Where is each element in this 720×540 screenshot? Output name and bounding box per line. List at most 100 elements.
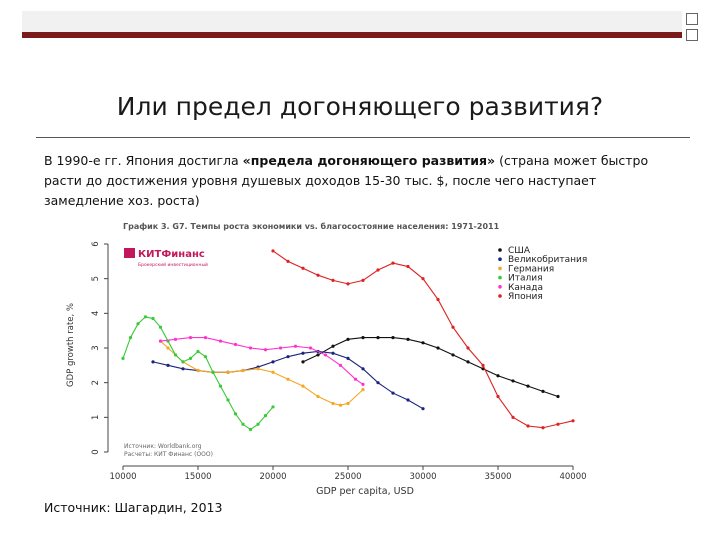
- title-divider: [36, 137, 690, 138]
- series-point: [271, 370, 275, 374]
- x-axis-label: GDP per capita, USD: [316, 486, 414, 497]
- series-point: [526, 384, 530, 388]
- series-point: [241, 368, 245, 373]
- series-point: [316, 394, 320, 399]
- series-point: [128, 336, 133, 340]
- series-point: [436, 297, 440, 302]
- legend-label: Германия: [508, 264, 554, 274]
- series-point: [256, 367, 260, 371]
- series-point: [391, 336, 395, 340]
- series-point: [263, 414, 268, 418]
- series-point: [511, 415, 515, 419]
- series-point: [353, 377, 358, 381]
- series-point: [143, 315, 148, 319]
- series-point: [263, 348, 268, 352]
- series-point: [346, 337, 350, 341]
- series-point: [188, 336, 193, 340]
- series-point: [541, 426, 545, 430]
- series-point: [173, 337, 178, 341]
- series-point: [376, 336, 380, 340]
- series-line: [160, 340, 364, 406]
- chart-note-line-2: Расчеты: КИТ Финанс (ООО): [124, 451, 213, 458]
- series-point: [406, 337, 410, 341]
- paragraph-bold: «предела догоняющего развития»: [242, 153, 496, 168]
- series-point: [316, 273, 320, 277]
- y-tick-label: 5: [91, 276, 101, 281]
- series-point: [301, 360, 305, 364]
- series-point: [233, 412, 238, 416]
- logo-text: КИТФинанс: [138, 249, 205, 260]
- series-point: [526, 424, 530, 428]
- legend-label: США: [508, 246, 531, 256]
- series-point: [196, 368, 200, 373]
- series-point: [301, 266, 305, 270]
- series-point: [451, 353, 455, 357]
- series-point: [361, 367, 365, 371]
- x-tick-label: 25000: [334, 472, 361, 482]
- series-line: [160, 337, 364, 385]
- series-point: [331, 278, 335, 282]
- x-tick-label: 10000: [109, 472, 136, 482]
- corner-square-bottom: [686, 29, 698, 41]
- series-point: [181, 360, 185, 364]
- series-point: [158, 325, 163, 329]
- series-point: [346, 356, 350, 360]
- series-point: [571, 419, 575, 423]
- legend-label: Италия: [508, 274, 543, 284]
- series-point: [241, 422, 245, 426]
- series-point: [196, 349, 200, 354]
- series-point: [331, 344, 335, 348]
- legend-marker: [498, 266, 502, 271]
- series-point: [158, 339, 163, 343]
- series-point: [218, 384, 223, 388]
- series-line: [122, 316, 274, 431]
- series-point: [346, 401, 350, 406]
- series-point: [226, 398, 230, 402]
- series-point: [361, 382, 365, 386]
- series-point: [391, 391, 395, 395]
- y-axis-label: GDP growth rate, %: [66, 303, 76, 387]
- series-point: [188, 356, 193, 360]
- series-point: [391, 261, 395, 265]
- series-point: [481, 363, 485, 367]
- series-point: [211, 370, 215, 374]
- legend-marker: [498, 275, 502, 280]
- y-tick-label: 1: [91, 415, 101, 420]
- series-point: [376, 268, 380, 272]
- series-point: [248, 427, 253, 432]
- series-point: [308, 346, 313, 350]
- series-point: [293, 344, 298, 348]
- logo-mark: [124, 248, 135, 258]
- series-point: [301, 351, 305, 355]
- y-tick-label: 3: [91, 345, 101, 350]
- series-point: [181, 367, 185, 371]
- logo-subtext: Брокерский инвестиционный: [138, 261, 208, 268]
- series-point: [278, 346, 283, 350]
- x-tick-label: 40000: [559, 472, 586, 482]
- series-point: [338, 403, 343, 407]
- series-point: [233, 342, 238, 347]
- slide-header-accent-line: [22, 32, 682, 38]
- paragraph-start: В 1990-е гг. Япония достигла: [44, 153, 243, 168]
- series-point: [361, 336, 365, 340]
- series-point: [226, 370, 230, 374]
- series-point: [496, 374, 500, 378]
- series-point: [271, 405, 275, 409]
- series-point: [301, 384, 305, 388]
- chart-title: График 3. G7. Темпы роста экономики vs. …: [123, 221, 500, 231]
- series-point: [346, 282, 350, 286]
- series-point: [218, 339, 223, 343]
- series-point: [436, 346, 440, 350]
- series-point: [286, 355, 290, 359]
- series-point: [136, 322, 140, 326]
- series-point: [271, 360, 275, 364]
- series-point: [338, 363, 343, 367]
- series-point: [203, 355, 208, 359]
- slide-paragraph: В 1990-е гг. Япония достигла «предела до…: [44, 151, 654, 211]
- series-point: [421, 341, 425, 345]
- y-tick-label: 2: [91, 380, 101, 385]
- x-tick-label: 35000: [484, 472, 511, 482]
- legend-label: Канада: [508, 283, 543, 293]
- series-line: [302, 337, 559, 398]
- series-point: [121, 356, 125, 360]
